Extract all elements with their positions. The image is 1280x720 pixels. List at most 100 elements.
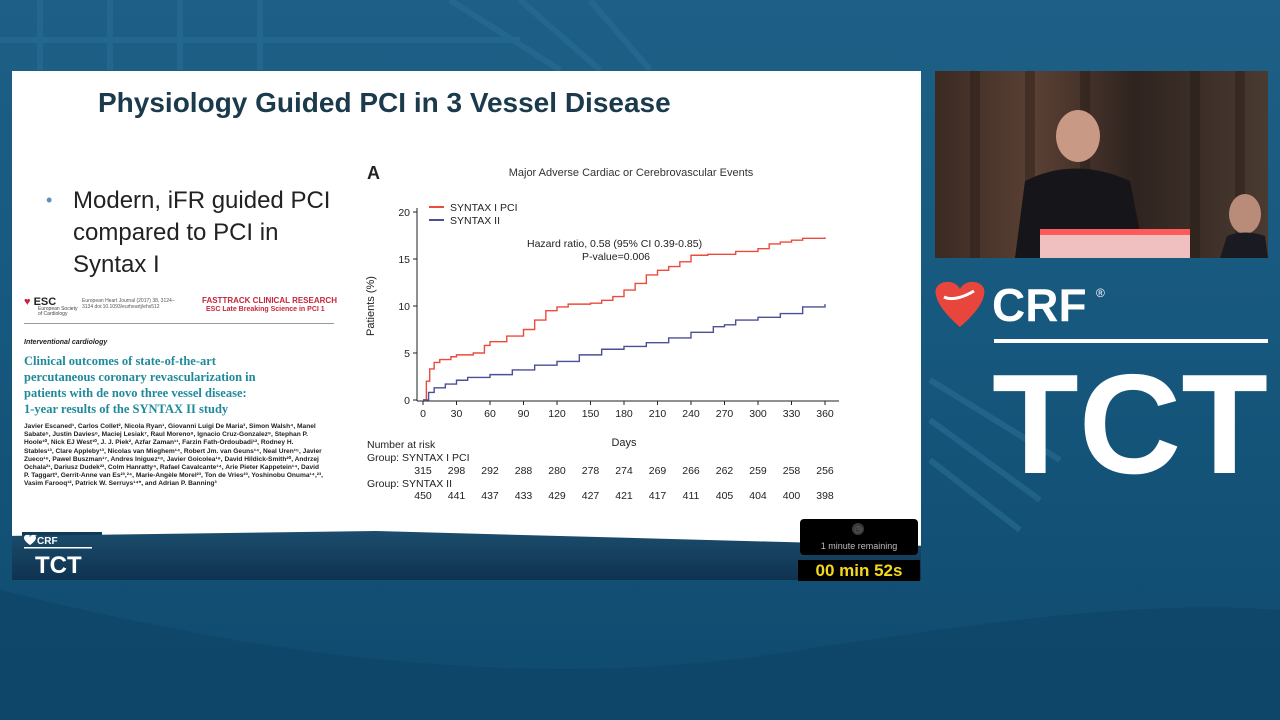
risk-value: 429 bbox=[548, 490, 566, 502]
risk-value: 256 bbox=[816, 465, 834, 477]
risk-value: 269 bbox=[649, 465, 667, 477]
bullet-dot-icon: • bbox=[46, 190, 53, 210]
p-value-annotation: P-value=0.006 bbox=[582, 251, 650, 263]
divider bbox=[24, 323, 334, 324]
x-tick-label: 150 bbox=[582, 408, 600, 420]
speaker-video bbox=[935, 71, 1268, 258]
hazard-ratio-annotation: Hazard ratio, 0.58 (95% CI 0.39-0.85) bbox=[527, 238, 702, 250]
x-tick-label: 0 bbox=[420, 408, 426, 420]
footer-crf-text: CRF bbox=[37, 536, 58, 547]
risk-group-label: Group: SYNTAX II bbox=[367, 478, 452, 490]
timer-panel: ◷ 1 minute remaining bbox=[800, 519, 918, 555]
speaker-figure bbox=[1056, 110, 1100, 162]
x-axis-label: Days bbox=[611, 437, 637, 449]
y-tick-label: 15 bbox=[398, 254, 410, 266]
presentation-slide: Physiology Guided PCI in 3 Vessel Diseas… bbox=[12, 71, 921, 580]
x-tick-label: 240 bbox=[682, 408, 700, 420]
paper-title-line: 1-year results of the SYNTAX II study bbox=[24, 402, 229, 416]
y-axis-label: Patients (%) bbox=[365, 276, 377, 336]
paper-title-line: Clinical outcomes of state-of-the-art bbox=[24, 354, 216, 368]
x-tick-label: 90 bbox=[518, 408, 530, 420]
crf-heart-icon bbox=[935, 281, 985, 327]
footer-logo-overlay: CRF TCT bbox=[24, 534, 92, 576]
risk-value: 259 bbox=[749, 465, 767, 477]
risk-value: 437 bbox=[481, 490, 499, 502]
section-label: Interventional cardiology bbox=[24, 339, 108, 346]
x-tick-label: 300 bbox=[749, 408, 767, 420]
esc-logo: ♥ ESC bbox=[24, 296, 56, 308]
x-tick-label: 30 bbox=[451, 408, 463, 420]
legend-label: SYNTAX II bbox=[450, 215, 500, 227]
chart-series bbox=[423, 237, 826, 401]
fasttrack-label: FASTTRACK CLINICAL RESEARCH bbox=[202, 296, 337, 305]
risk-value: 280 bbox=[548, 465, 566, 477]
x-tick-label: 60 bbox=[484, 408, 496, 420]
km-chart: A Major Adverse Cardiac or Cerebrovascul… bbox=[365, 163, 839, 502]
risk-value: 398 bbox=[816, 490, 834, 502]
risk-value: 417 bbox=[649, 490, 667, 502]
risk-value: 421 bbox=[615, 490, 633, 502]
risk-value: 288 bbox=[515, 465, 533, 477]
late-breaking-label: ESC Late Breaking Science in PCI 1 bbox=[206, 306, 325, 313]
second-person bbox=[1229, 194, 1261, 234]
crf-heart-icon bbox=[24, 534, 36, 545]
panel-label: A bbox=[367, 163, 380, 183]
timer-countdown: 00 min 52s bbox=[798, 560, 920, 581]
x-tick-label: 330 bbox=[783, 408, 801, 420]
paper-thumbnail: ♥ ESC European Society of Cardiology Eur… bbox=[24, 295, 337, 525]
risk-value: 450 bbox=[414, 490, 432, 502]
paper-title: Clinical outcomes of state-of-the-art pe… bbox=[24, 353, 324, 417]
y-tick-label: 10 bbox=[398, 301, 410, 313]
heart-icon: ♥ bbox=[24, 296, 31, 308]
y-tick-label: 0 bbox=[404, 395, 410, 407]
risk-value: 433 bbox=[515, 490, 533, 502]
bullet-text: Modern, iFR guided PCI compared to PCI i… bbox=[73, 187, 331, 278]
bullet-point: • Modern, iFR guided PCI compared to PCI… bbox=[46, 185, 338, 281]
risk-table-header: Number at risk bbox=[367, 439, 436, 451]
risk-value: 298 bbox=[448, 465, 466, 477]
risk-value: 441 bbox=[448, 490, 466, 502]
risk-group-label: Group: SYNTAX I PCI bbox=[367, 452, 470, 464]
series-line-2 bbox=[423, 304, 826, 401]
risk-value: 404 bbox=[749, 490, 767, 502]
timer-remaining-text: 1 minute remaining bbox=[820, 541, 898, 551]
x-tick-label: 210 bbox=[649, 408, 667, 420]
brand-tct-text: TCT bbox=[992, 345, 1268, 485]
risk-value: 427 bbox=[582, 490, 600, 502]
risk-value: 258 bbox=[783, 465, 801, 477]
paper-title-line: patients with de novo three vessel disea… bbox=[24, 386, 247, 400]
risk-value: 315 bbox=[414, 465, 432, 477]
chart-axes: 0 30 60 90 120 150 180 210 240 270 300 330 360 0 5 10 15… bbox=[398, 207, 839, 420]
x-tick-label: 360 bbox=[816, 408, 834, 420]
y-tick-label: 20 bbox=[398, 207, 410, 219]
brand-crf-text: CRF bbox=[992, 279, 1087, 331]
chart-title: Major Adverse Cardiac or Cerebrovascular… bbox=[509, 167, 754, 179]
x-tick-label: 180 bbox=[615, 408, 633, 420]
risk-table: Number at risk Group: SYNTAX I PCI Group… bbox=[367, 439, 834, 502]
risk-value: 262 bbox=[716, 465, 734, 477]
registered-mark: ® bbox=[1096, 286, 1105, 300]
legend-label: SYNTAX I PCI bbox=[450, 202, 518, 214]
risk-value: 405 bbox=[716, 490, 734, 502]
risk-value: 400 bbox=[783, 490, 801, 502]
risk-value: 274 bbox=[615, 465, 633, 477]
author-list: Javier Escaned¹, Carlos Collet², Nicola … bbox=[24, 423, 323, 488]
paper-title-line: percutaneous coronary revascularization … bbox=[24, 370, 256, 384]
clock-icon: ◷ bbox=[852, 523, 864, 535]
x-tick-label: 270 bbox=[716, 408, 734, 420]
risk-value: 266 bbox=[682, 465, 700, 477]
journal-citation: European Heart Journal (2017) 38, 3124–3… bbox=[82, 298, 175, 310]
crf-tct-brand-logo: CRF ® TCT bbox=[935, 279, 1268, 485]
risk-value: 292 bbox=[481, 465, 499, 477]
esc-logo-text: ESC bbox=[33, 296, 57, 308]
series-line-1 bbox=[423, 237, 826, 401]
footer-tct-text: TCT bbox=[35, 552, 82, 576]
slide-title: Physiology Guided PCI in 3 Vessel Diseas… bbox=[98, 87, 671, 118]
risk-value: 411 bbox=[683, 490, 700, 502]
speaker-video-frame bbox=[970, 71, 1268, 258]
y-tick-label: 5 bbox=[404, 348, 410, 360]
x-tick-label: 120 bbox=[548, 408, 566, 420]
risk-value: 278 bbox=[582, 465, 600, 477]
